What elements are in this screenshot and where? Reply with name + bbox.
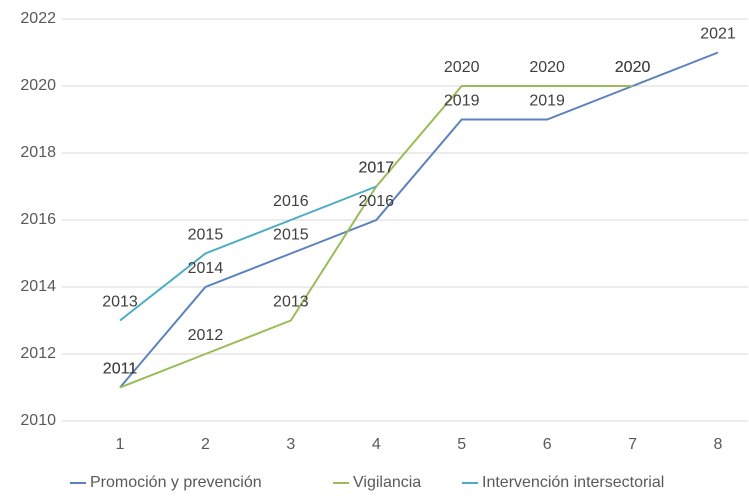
y-tick-label: 2022 bbox=[20, 10, 56, 27]
legend-label: Promoción y prevención bbox=[90, 474, 262, 491]
x-tick-label: 6 bbox=[543, 436, 552, 453]
data-label: 2020 bbox=[444, 59, 480, 76]
data-label: 2019 bbox=[529, 93, 565, 110]
data-label: 2015 bbox=[273, 227, 309, 244]
x-tick-label: 2 bbox=[201, 436, 210, 453]
data-label: 2016 bbox=[273, 193, 309, 210]
data-label: 2011 bbox=[103, 361, 138, 378]
series-line bbox=[119, 51, 719, 389]
y-tick-label: 2020 bbox=[20, 77, 56, 94]
data-label: 2017 bbox=[358, 160, 394, 177]
data-label: 2013 bbox=[273, 294, 309, 311]
data-label: 2011 bbox=[103, 361, 138, 378]
y-tick-label: 2010 bbox=[20, 412, 56, 429]
data-label: 2014 bbox=[188, 260, 224, 277]
y-tick-label: 2016 bbox=[20, 211, 56, 228]
data-label: 2020 bbox=[615, 59, 651, 76]
y-tick-label: 2018 bbox=[20, 144, 56, 161]
data-label: 2021 bbox=[700, 26, 736, 43]
data-label: 2019 bbox=[444, 93, 480, 110]
y-tick-label: 2012 bbox=[20, 345, 56, 362]
x-tick-label: 5 bbox=[457, 436, 466, 453]
legend-label: Intervención intersectorial bbox=[482, 474, 664, 491]
y-tick-label: 2014 bbox=[20, 278, 56, 295]
data-label: 2020 bbox=[615, 59, 651, 76]
legend-label: Vigilancia bbox=[353, 474, 421, 491]
series-line bbox=[119, 85, 633, 389]
data-label: 2016 bbox=[358, 193, 394, 210]
data-label: 2020 bbox=[529, 59, 565, 76]
data-label: 2015 bbox=[188, 227, 224, 244]
data-label: 2013 bbox=[102, 294, 138, 311]
data-label: 2012 bbox=[188, 327, 224, 344]
x-tick-label: 1 bbox=[116, 436, 125, 453]
x-tick-label: 3 bbox=[286, 436, 295, 453]
x-tick-label: 7 bbox=[628, 436, 637, 453]
x-tick-label: 8 bbox=[714, 436, 723, 453]
x-tick-label: 4 bbox=[372, 436, 381, 453]
data-label: 2017 bbox=[358, 160, 394, 177]
series-line bbox=[119, 185, 377, 322]
